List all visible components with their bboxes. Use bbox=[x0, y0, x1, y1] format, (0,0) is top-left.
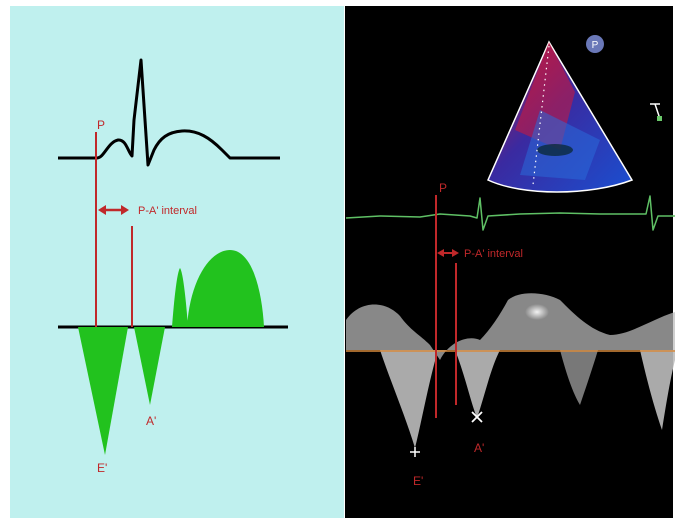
doppler-sector-image bbox=[487, 40, 634, 193]
right-a-prime-label: A' bbox=[474, 441, 484, 455]
a-prime-caliper-icon bbox=[471, 411, 483, 423]
left-wave-a-prime bbox=[134, 327, 165, 405]
spectral-doppler-signal bbox=[346, 293, 675, 448]
left-interval-label: P-A' interval bbox=[138, 205, 197, 217]
right-e-prime-label: E' bbox=[413, 474, 423, 488]
right-interval-arrow bbox=[437, 249, 459, 257]
left-wave-ivc bbox=[172, 268, 188, 327]
left-interval-arrow bbox=[98, 205, 129, 215]
left-wave-e-prime bbox=[78, 327, 128, 455]
depth-marker-icon bbox=[650, 103, 662, 121]
left-ecg-trace bbox=[58, 58, 280, 167]
left-a-prime-label: A' bbox=[146, 414, 156, 428]
right-p-label: P bbox=[439, 181, 447, 195]
left-wave-s-prime bbox=[187, 250, 264, 327]
right-interval-label: P-A' interval bbox=[464, 248, 523, 260]
probe-badge-label: P bbox=[592, 40, 599, 51]
peak-s-marker bbox=[525, 304, 549, 320]
left-p-label: P bbox=[97, 118, 105, 132]
right-panel-background bbox=[345, 6, 673, 518]
e-prime-caliper-icon bbox=[410, 447, 420, 457]
probe-badge: P bbox=[586, 35, 604, 53]
left-panel-background bbox=[10, 6, 344, 518]
left-e-prime-label: E' bbox=[97, 461, 107, 475]
